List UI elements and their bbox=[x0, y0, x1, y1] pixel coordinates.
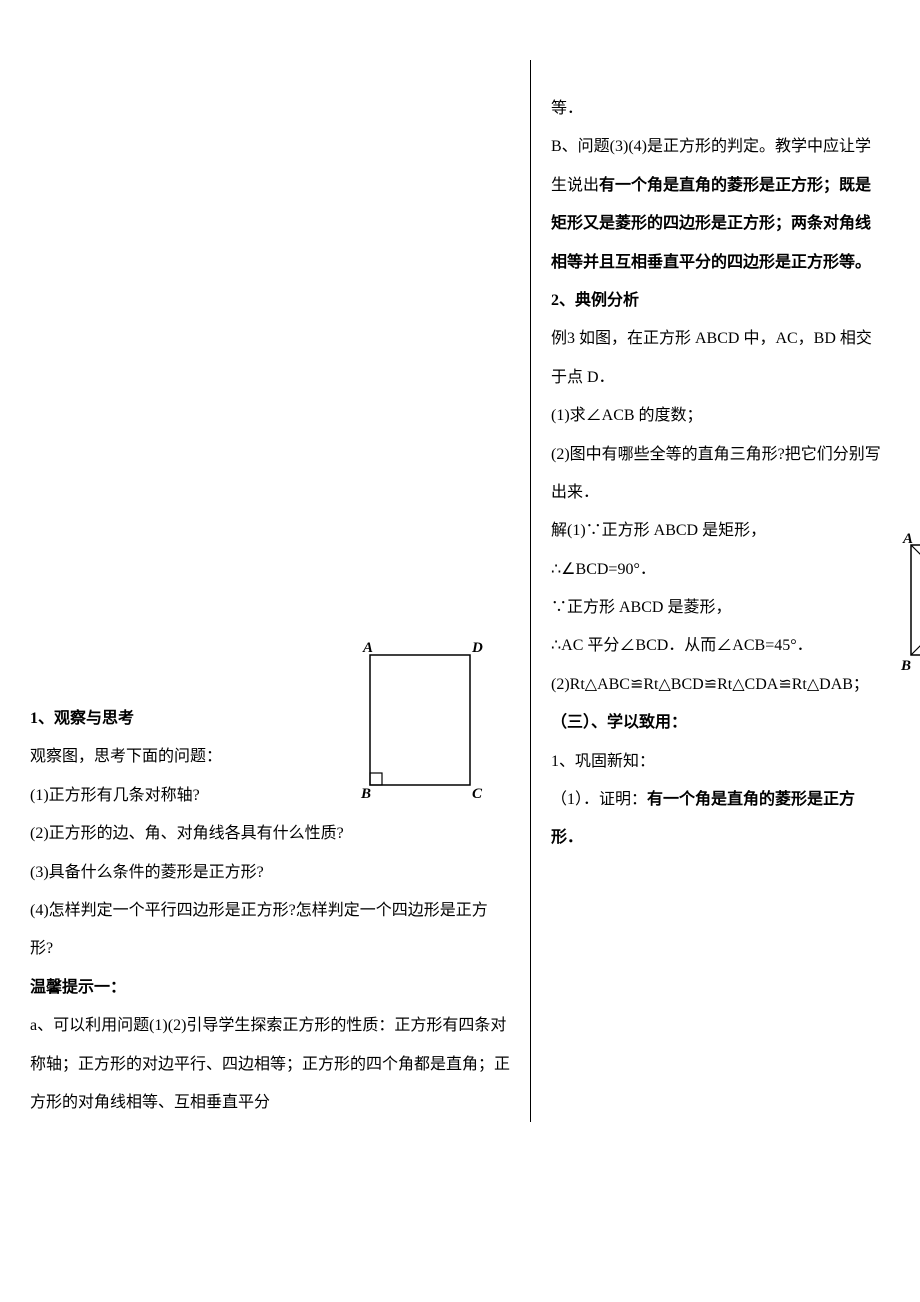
tip-a: a、可以利用问题(1)(2)引导学生探索正方形的性质：正方形有四条对称轴；正方形… bbox=[30, 1007, 510, 1122]
para-b: B、问题(3)(4)是正方形的判定。教学中应让学生说出有一个角是直角的菱形是正方… bbox=[551, 128, 881, 282]
proof-label: （1）．证明： bbox=[551, 791, 647, 808]
tip-heading: 温馨提示一： bbox=[30, 969, 510, 1007]
example-3-q2: (2)图中有哪些全等的直角三角形?把它们分别写出来． bbox=[551, 436, 881, 513]
rectangle-figure: A D B C bbox=[355, 640, 495, 800]
question-3: (3)具备什么条件的菱形是正方形? bbox=[30, 854, 510, 892]
question-4: (4)怎样判定一个平行四边形是正方形?怎样判定一个四边形是正方形? bbox=[30, 892, 510, 969]
cont-deng: 等． bbox=[551, 90, 881, 128]
section-2-heading: 2、典例分析 bbox=[551, 282, 881, 320]
vertex-d: D bbox=[471, 640, 483, 656]
section-3-p1: 1、巩固新知： bbox=[551, 743, 881, 781]
sq-vertex-a: A bbox=[902, 531, 913, 547]
sq-vertex-b: B bbox=[900, 658, 911, 674]
section-3-p2: （1）．证明：有一个角是直角的菱形是正方形． bbox=[551, 781, 881, 858]
solution-1b: ∴∠BCD=90°． bbox=[551, 551, 881, 589]
example-3-intro: 例3 如图，在正方形 ABCD 中，AC，BD 相交于点 D． bbox=[551, 320, 881, 397]
solution-2: (2)Rt△ABC≌Rt△BCD≌Rt△CDA≌Rt△DAB； bbox=[551, 666, 881, 704]
vertex-a: A bbox=[362, 640, 373, 656]
question-2: (2)正方形的边、角、对角线各具有什么性质? bbox=[30, 815, 510, 853]
section-3-heading: （三）、学以致用： bbox=[551, 704, 881, 742]
vertex-c: C bbox=[472, 786, 483, 800]
square-figure: A D B C O bbox=[896, 530, 920, 680]
solution-1a: 解(1)∵正方形 ABCD 是矩形， bbox=[551, 512, 881, 550]
example-3-q1: (1)求∠ACB 的度数； bbox=[551, 397, 881, 435]
para-b-bold: 有一个角是直角的菱形是正方形；既是矩形又是菱形的四边形是正方形；两条对角线相等并… bbox=[551, 177, 871, 271]
solution-1c: ∵正方形 ABCD 是菱形， bbox=[551, 589, 881, 627]
solution-1d: ∴AC 平分∠BCD．从而∠ACB=45°． bbox=[551, 627, 881, 665]
vertex-b: B bbox=[360, 786, 371, 800]
